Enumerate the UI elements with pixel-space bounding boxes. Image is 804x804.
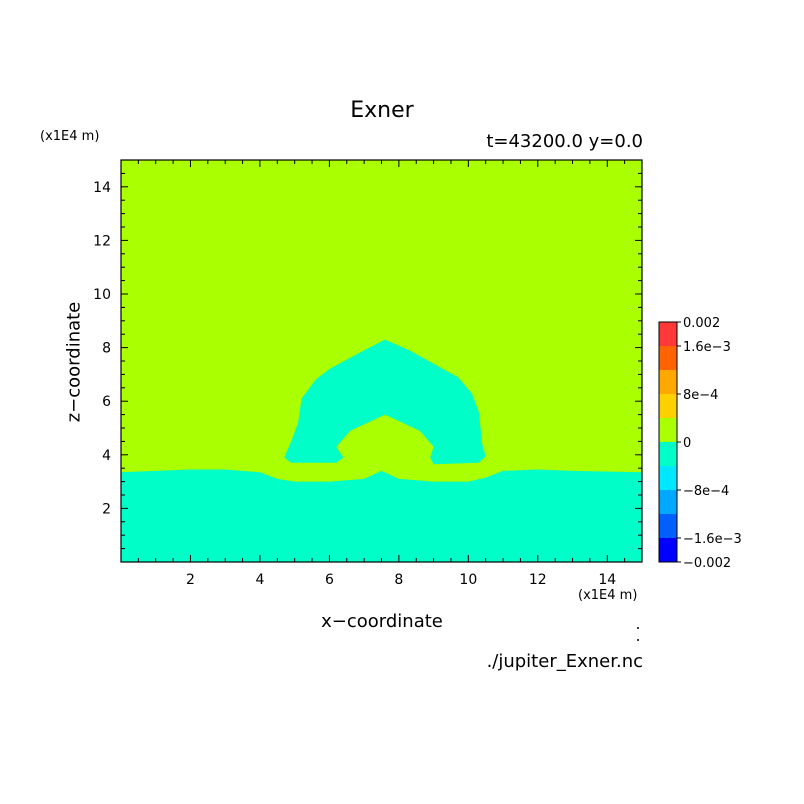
colorbar-swatch bbox=[659, 490, 677, 514]
chart-title: Exner bbox=[350, 98, 414, 123]
colorbar-swatch bbox=[659, 538, 677, 562]
colorbar-swatch bbox=[659, 322, 677, 346]
time-info: t=43200.0 y=0.0 bbox=[486, 131, 643, 152]
colorbar-label: −8e−4 bbox=[683, 484, 729, 499]
colorbar-label: 8e−4 bbox=[683, 388, 718, 403]
colorbar-swatch bbox=[659, 346, 677, 370]
x-axis-unit: (x1E4 m) bbox=[578, 588, 638, 603]
y-tick-label: 10 bbox=[93, 287, 111, 303]
colorbar-label: −0.002 bbox=[683, 556, 731, 571]
colorbar-swatch bbox=[659, 394, 677, 418]
colorbar-label: −1.6e−3 bbox=[683, 532, 742, 547]
colorbar-swatch bbox=[659, 466, 677, 490]
colorbar-swatch bbox=[659, 370, 677, 394]
y-tick-label: 12 bbox=[93, 233, 111, 249]
y-tick-label: 2 bbox=[102, 501, 111, 517]
colorbar-label: 0 bbox=[683, 436, 691, 451]
colorbar-label: 1.6e−3 bbox=[683, 340, 731, 355]
colorbar-swatch bbox=[659, 442, 677, 466]
marker-dot bbox=[637, 639, 639, 641]
bubble-region bbox=[284, 339, 486, 465]
y-tick-label: 6 bbox=[102, 394, 111, 410]
colorbar-swatch bbox=[659, 418, 677, 442]
x-tick-label: 10 bbox=[459, 572, 477, 588]
marker-dot bbox=[637, 627, 639, 629]
y-tick-label: 14 bbox=[93, 180, 111, 196]
x-axis-label: x−coordinate bbox=[321, 611, 443, 632]
colorbar-swatch bbox=[659, 514, 677, 538]
lower-layer-region bbox=[121, 469, 642, 562]
x-tick-label: 6 bbox=[325, 572, 334, 588]
x-tick-label: 12 bbox=[529, 572, 547, 588]
y-tick-label: 8 bbox=[102, 341, 111, 357]
y-tick-label: 4 bbox=[102, 448, 111, 464]
x-tick-label: 2 bbox=[186, 572, 195, 588]
x-tick-label: 14 bbox=[598, 572, 616, 588]
colorbar-label: 0.002 bbox=[683, 316, 720, 331]
source-file: ./jupiter_Exner.nc bbox=[486, 651, 643, 672]
x-tick-label: 4 bbox=[255, 572, 264, 588]
x-tick-label: 8 bbox=[394, 572, 403, 588]
y-axis-unit: (x1E4 m) bbox=[40, 129, 100, 144]
